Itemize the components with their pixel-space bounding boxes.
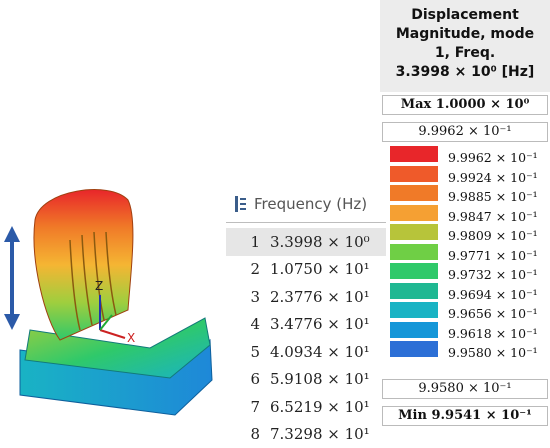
- legend-title-line2: Magnitude, mode: [380, 25, 550, 44]
- legend-color-swatch: [390, 341, 438, 357]
- legend-title-line1: Displacement: [380, 6, 550, 25]
- mode-number: 7: [226, 398, 270, 416]
- legend-color-swatch: [390, 166, 438, 182]
- mode-number: 4: [226, 315, 270, 333]
- legend-color-swatch: [390, 302, 438, 318]
- x-axis-label: X: [127, 331, 135, 345]
- result-legend: Displacement Magnitude, mode 1, Freq. 3.…: [380, 0, 550, 428]
- mode-number: 2: [226, 260, 270, 278]
- mode-number: 1: [226, 233, 270, 251]
- legend-color-swatch: [390, 244, 438, 260]
- z-axis-label: Z: [95, 279, 103, 293]
- legend-color-swatch: [390, 263, 438, 279]
- legend-band-label: 9.9580 × 10⁻¹: [448, 345, 538, 361]
- seat-model-graphic: Z X: [0, 180, 230, 428]
- legend-title: Displacement Magnitude, mode 1, Freq. 3.…: [380, 0, 550, 92]
- legend-band-label: 9.9924 × 10⁻¹: [448, 170, 538, 186]
- legend-band-label: 9.9771 × 10⁻¹: [448, 248, 538, 264]
- legend-title-line3: 1, Freq.: [380, 44, 550, 63]
- seat-model-view[interactable]: Z X: [0, 180, 230, 428]
- frequency-header-label: Frequency (Hz): [254, 195, 367, 213]
- mode-number: 6: [226, 370, 270, 388]
- legend-band-label: 9.9847 × 10⁻¹: [448, 209, 538, 225]
- frequency-value: 3.4776 × 10¹: [270, 315, 386, 333]
- legend-bottom-value: 9.9580 × 10⁻¹: [382, 379, 548, 399]
- legend-top-value: 9.9962 × 10⁻¹: [382, 122, 548, 142]
- legend-band-label: 9.9962 × 10⁻¹: [448, 150, 538, 166]
- legend-color-swatch: [390, 283, 438, 299]
- frequency-value: 4.0934 × 10¹: [270, 343, 386, 361]
- frequency-value: 5.9108 × 10¹: [270, 370, 386, 388]
- frequency-value: 1.0750 × 10¹: [270, 260, 386, 278]
- legend-color-swatch: [390, 146, 438, 162]
- legend-band-label: 9.9618 × 10⁻¹: [448, 326, 538, 342]
- legend-color-swatch: [390, 205, 438, 221]
- legend-band-label: 9.9694 × 10⁻¹: [448, 287, 538, 303]
- frequency-value: 6.5219 × 10¹: [270, 398, 386, 416]
- mode-number: 5: [226, 343, 270, 361]
- legend-color-swatch: [390, 224, 438, 240]
- legend-color-swatch: [390, 322, 438, 338]
- legend-max: Max 1.0000 × 10⁰: [382, 95, 548, 115]
- mode-number: 3: [226, 288, 270, 306]
- frequency-header[interactable]: Frequency (Hz): [234, 192, 384, 216]
- legend-title-line4: 3.3998 × 10⁰ [Hz]: [380, 63, 550, 82]
- legend-color-swatch: [390, 185, 438, 201]
- legend-min: Min 9.9541 × 10⁻¹: [382, 406, 548, 426]
- legend-band-label: 9.9656 × 10⁻¹: [448, 306, 538, 322]
- legend-band-label: 9.9732 × 10⁻¹: [448, 267, 538, 283]
- frequency-value: 3.3998 × 10⁰: [270, 233, 386, 251]
- legend-band-label: 9.9809 × 10⁻¹: [448, 228, 538, 244]
- legend-band-label: 9.9885 × 10⁻¹: [448, 189, 538, 205]
- frequency-list-icon: [234, 195, 248, 213]
- frequency-value: 2.3776 × 10¹: [270, 288, 386, 306]
